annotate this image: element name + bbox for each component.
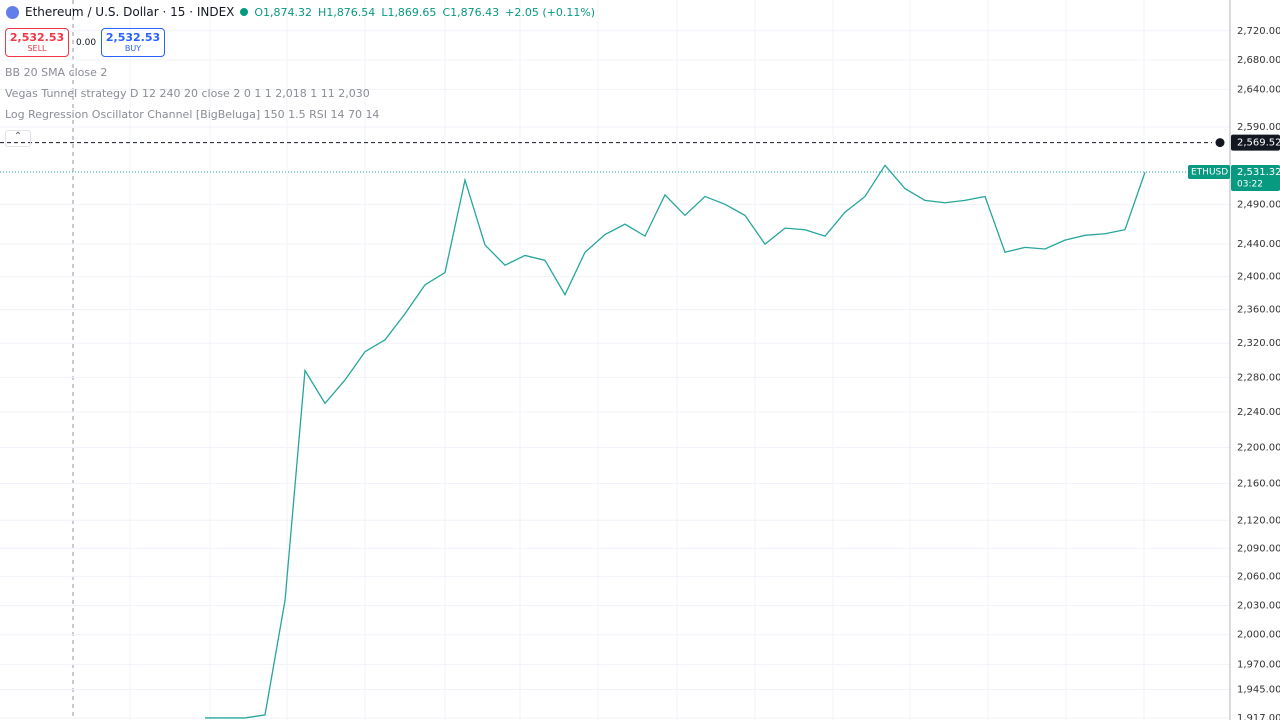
crosshair-label-bg (1231, 134, 1280, 151)
y-tick-label: 1,945.00 (1237, 684, 1280, 695)
y-tick-label: 2,000.00 (1237, 630, 1280, 641)
sell-label: SELL (27, 44, 47, 53)
eth-icon (6, 5, 19, 19)
indicator[interactable]: Log Regression Oscillator Channel [BigBe… (5, 108, 380, 121)
countdown: 03:22 (1237, 179, 1263, 189)
y-tick-label: 1,917.00 (1237, 713, 1280, 720)
y-tick-label: 2,490.00 (1237, 199, 1280, 210)
collapse-button[interactable]: ⌃ (5, 130, 31, 147)
open: O1,874.32 (254, 5, 313, 19)
y-tick-label: 2,400.00 (1237, 272, 1280, 283)
market-status (240, 8, 249, 16)
y-tick-label: 2,120.00 (1237, 515, 1280, 526)
crosshair-add (1214, 137, 1226, 149)
y-tick-label: 2,440.00 (1237, 239, 1280, 250)
last-price-bg (1231, 164, 1280, 191)
symbol-bg (1188, 164, 1230, 179)
low: L1,869.65 (381, 5, 437, 19)
y-tick-label: 2,060.00 (1237, 572, 1280, 583)
y-tick-label: 2,590.00 (1237, 122, 1280, 133)
y-tick-label: 2,720.00 (1237, 26, 1280, 37)
y-tick-label: 2,640.00 (1237, 84, 1280, 95)
y-tick-label: 2,680.00 (1237, 55, 1280, 66)
buy-price: 2,532.53 (105, 31, 161, 44)
buy-button[interactable]: 2,532.53 BUY (101, 28, 165, 57)
y-tick-label: 2,360.00 (1237, 305, 1280, 316)
y-tick-label: 2,090.00 (1237, 543, 1280, 554)
change: +2.05 (+0.11%) (505, 5, 596, 19)
spread: 0.00 (76, 38, 97, 48)
y-tick-label: 2,240.00 (1237, 407, 1280, 418)
y-tick-label: 2,320.00 (1237, 338, 1280, 349)
last-price-label: 2,531.32 (1237, 167, 1280, 178)
symbol-label: ETHUSD (1191, 167, 1228, 177)
sell-price: 2,532.53 (9, 31, 65, 44)
y-tick-label: 2,030.00 (1237, 600, 1280, 611)
y-tick-label: 2,200.00 (1237, 443, 1280, 454)
y-tick-label: 1,970.00 (1237, 659, 1280, 670)
header: Ethereum / U.S. Dollar · 15 · INDEX O1,8… (6, 5, 595, 19)
indicator[interactable]: BB 20 SMA close 2 (5, 66, 108, 79)
high: H1,876.54 (318, 5, 376, 19)
symbol-title[interactable]: Ethereum / U.S. Dollar · 15 · INDEX (25, 5, 235, 19)
y-tick-label: 2,160.00 (1237, 479, 1280, 490)
sell-button[interactable]: 2,532.53 SELL (5, 28, 69, 57)
close: C1,876.43 (442, 5, 500, 19)
crosshair-label: 2,569.52 (1237, 138, 1280, 149)
indicator[interactable]: Vegas Tunnel strategy D 12 240 20 close … (5, 87, 370, 100)
price-line (205, 164, 1146, 719)
y-tick-label: 2,280.00 (1237, 372, 1280, 383)
buy-label: BUY (124, 44, 142, 53)
